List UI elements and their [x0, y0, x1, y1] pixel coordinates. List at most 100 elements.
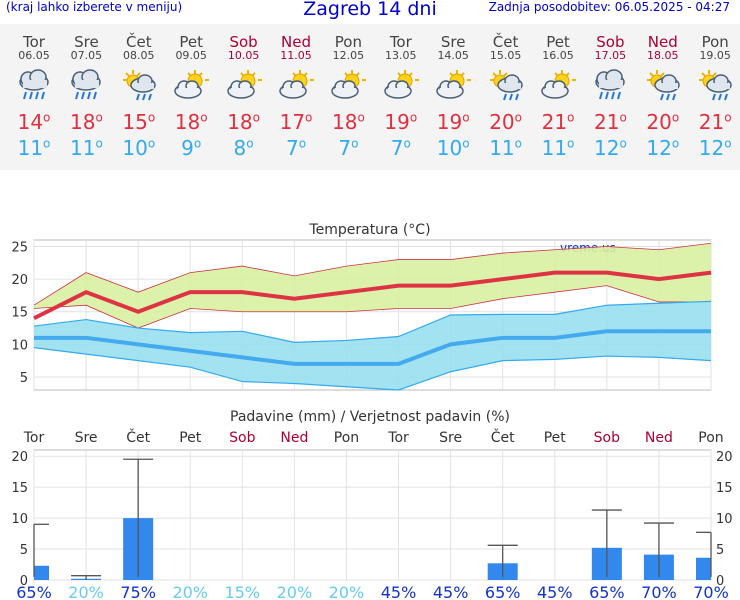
max-band-upper	[33, 242, 712, 306]
day-name: Čet	[492, 33, 519, 51]
max-temp: 20o	[646, 110, 680, 134]
max-temp: 17o	[279, 110, 313, 134]
max-temp: 14o	[17, 110, 51, 134]
day-name: Sre	[440, 33, 466, 51]
day-date: 17.05	[594, 49, 627, 62]
max-temp-band	[34, 243, 711, 329]
min-temp: 7o	[390, 136, 411, 160]
min-band-upper	[33, 300, 712, 343]
day-name: Sob	[229, 33, 258, 51]
min-temp: 8o	[233, 136, 254, 160]
precipitation-bar	[34, 565, 49, 580]
page-title: Zagreb 14 dni	[303, 0, 437, 20]
day-date: 11.05	[280, 49, 312, 62]
day-date: 06.05	[18, 49, 50, 62]
precipitation-probability: 15%	[225, 583, 261, 600]
precipitation-day-label: Sob	[229, 430, 255, 446]
day-name: Sre	[74, 33, 99, 51]
day-column: Sre 07.05 18o 11o	[60, 24, 112, 160]
day-name: Tor	[23, 33, 45, 51]
min-temp: 10o	[436, 136, 470, 160]
max-temp-line	[33, 270, 712, 321]
day-name: Pet	[179, 33, 203, 51]
day-date: 18.05	[647, 49, 679, 62]
partly-cloudy-icon	[538, 68, 578, 102]
precipitation-probability: 45%	[381, 583, 417, 600]
max-temp: 21o	[698, 110, 732, 134]
day-date: 10.05	[227, 49, 260, 62]
day-date: 15.05	[489, 49, 522, 62]
max-temp: 18o	[227, 110, 260, 134]
precipitation-probability: 45%	[433, 583, 469, 600]
precipitation-probability: 20%	[172, 583, 208, 600]
precipitation-day-label: Pon	[334, 430, 359, 446]
day-name: Pet	[546, 33, 570, 51]
min-temp: 10o	[122, 136, 156, 160]
day-name: Pon	[334, 33, 362, 51]
precipitation-day-label: Čet	[491, 428, 515, 446]
max-temp: 18o	[69, 110, 103, 134]
partly-cloudy-icon	[276, 68, 316, 102]
rain-cloud-icon	[14, 68, 54, 102]
max-temp: 20o	[489, 110, 522, 134]
day-date: 12.05	[332, 49, 365, 62]
day-column: Čet 15.05 20o 11o	[480, 24, 532, 160]
precipitation-y-tick-left: 5	[20, 543, 28, 558]
precipitation-probability: 20%	[68, 583, 104, 600]
temperature-y-tick: 15	[11, 306, 28, 321]
temperature-y-tick: 10	[11, 338, 28, 353]
min-temp: 11o	[17, 136, 51, 160]
max-temp: 15o	[122, 110, 156, 134]
max-band-lower	[33, 285, 711, 329]
max-temp: 18o	[331, 110, 365, 134]
min-temp: 11o	[541, 136, 575, 160]
day-date: 09.05	[175, 49, 207, 62]
day-column: Tor 13.05 19o 7o	[375, 24, 427, 160]
day-name: Pon	[701, 33, 729, 51]
precipitation-y-tick-right: 10	[716, 512, 733, 527]
precipitation-probability: 65%	[16, 583, 52, 600]
day-date: 16.05	[542, 49, 574, 62]
day-date: 13.05	[385, 49, 417, 62]
precipitation-y-tick-left: 15	[11, 481, 28, 496]
partly-cloudy-icon	[171, 68, 211, 102]
day-column: Sob 10.05 18o 8o	[218, 24, 270, 160]
precipitation-probability: 45%	[537, 583, 573, 600]
day-column: Sob 17.05 21o 12o	[584, 24, 636, 160]
sun-rain-cloud-icon	[643, 68, 683, 102]
day-column: Sre 14.05 19o 10o	[427, 24, 479, 160]
min-temp: 9o	[181, 136, 202, 160]
max-temp: 21o	[593, 110, 627, 134]
day-name: Ned	[281, 33, 311, 51]
day-date: 19.05	[699, 49, 731, 62]
partly-cloudy-icon	[381, 68, 421, 102]
min-temp: 12o	[646, 136, 680, 160]
precipitation-probability: 20%	[277, 583, 313, 600]
temperature-y-tick: 20	[11, 273, 28, 288]
precipitation-probability: 70%	[693, 583, 729, 600]
precipitation-y-tick-left: 0	[20, 574, 28, 589]
sun-rain-cloud-icon	[119, 68, 159, 102]
precipitation-chart-title: Padavine (mm) / Verjetnost padavin (%)	[230, 409, 510, 425]
temperature-y-tick: 5	[20, 371, 28, 386]
precipitation-y-tick-left: 20	[11, 450, 28, 465]
sun-rain-cloud-icon	[486, 68, 526, 102]
precipitation-day-label: Čet	[126, 428, 150, 446]
min-temp: 12o	[698, 136, 732, 160]
day-name: Čet	[126, 33, 152, 51]
min-temp: 12o	[593, 136, 627, 160]
precipitation-day-label: Sre	[75, 430, 98, 446]
precipitation-day-label: Ned	[645, 430, 673, 446]
day-column: Čet 08.05 15o 10o	[113, 24, 165, 160]
temperature-chart-title: Temperatura (°C)	[308, 222, 430, 238]
day-name: Sob	[596, 33, 625, 51]
precipitation-probability: 65%	[589, 583, 625, 600]
max-temp: 18o	[174, 110, 208, 134]
daily-forecast: Tor 06.05 14o 11o Sre 07.05 18o 11o Čet 08.05 15o 1…	[0, 24, 740, 170]
day-column: Pon 12.05 18o 7o	[322, 24, 374, 160]
precipitation-y-tick-left: 10	[11, 512, 28, 527]
menu-hint: (kraj lahko izberete v meniju)	[6, 0, 183, 14]
precipitation-day-label: Ned	[280, 430, 308, 446]
precipitation-day-label: Pon	[698, 430, 723, 446]
